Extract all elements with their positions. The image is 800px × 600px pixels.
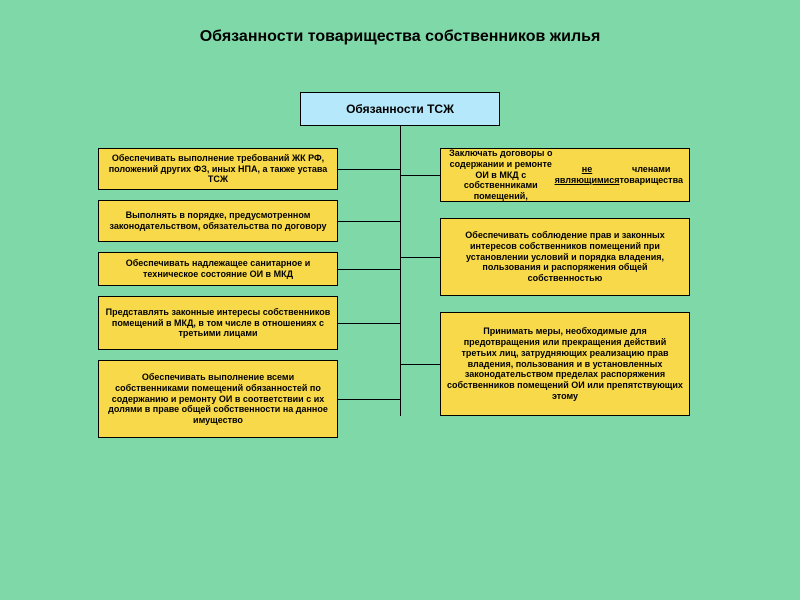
left-node-1: Выполнять в порядке, предусмотренном зак…: [98, 200, 338, 242]
connector-line: [338, 221, 400, 222]
diagram-header: Обязанности ТСЖ: [300, 92, 500, 126]
connector-line: [400, 126, 401, 416]
right-node-1: Обеспечивать соблюдение прав и законных …: [440, 218, 690, 296]
page-title: Обязанности товарищества собственников ж…: [0, 28, 800, 46]
page-background: Обязанности товарищества собственников ж…: [0, 0, 800, 600]
right-node-0: Заключать договоры о содержании и ремонт…: [440, 148, 690, 202]
right-node-2: Принимать меры, необходимые для предотвр…: [440, 312, 690, 416]
connector-line: [400, 175, 440, 176]
connector-line: [338, 399, 400, 400]
connector-line: [400, 257, 440, 258]
connector-line: [338, 269, 400, 270]
connector-line: [338, 169, 400, 170]
left-node-4: Обеспечивать выполнение всеми собственни…: [98, 360, 338, 438]
left-node-2: Обеспечивать надлежащее санитарное и тех…: [98, 252, 338, 286]
connector-line: [338, 323, 400, 324]
left-node-0: Обеспечивать выполнение требований ЖК РФ…: [98, 148, 338, 190]
connector-line: [400, 364, 440, 365]
left-node-3: Представлять законные интересы собственн…: [98, 296, 338, 350]
